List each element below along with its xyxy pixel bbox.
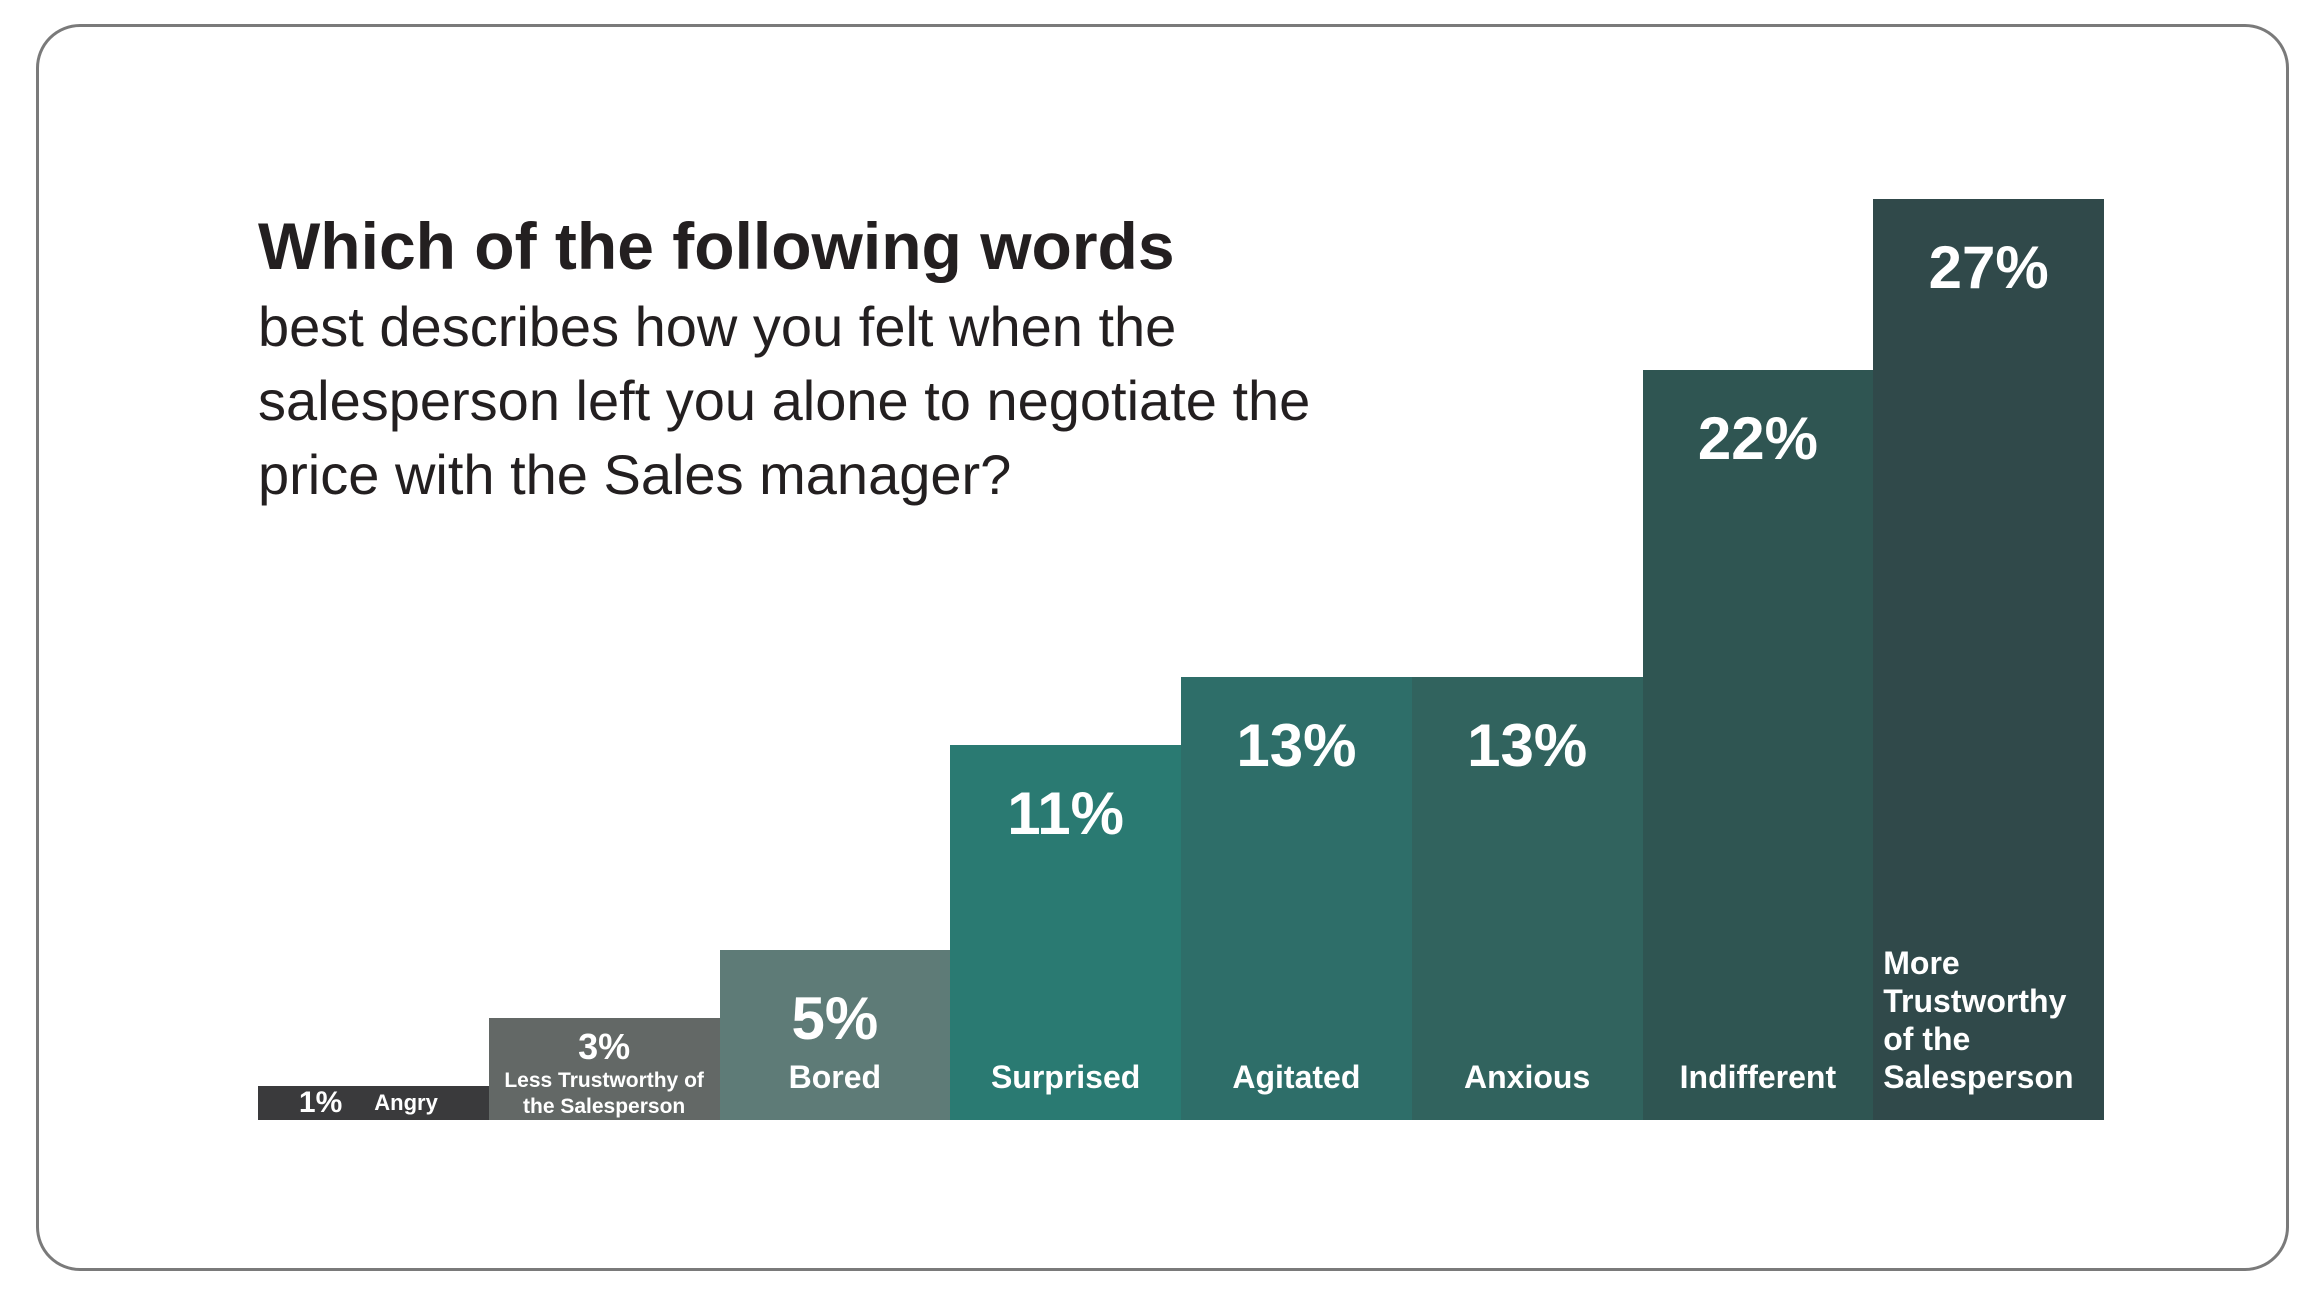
category-label: Less Trustworthy of the Salesperson: [504, 1068, 704, 1118]
bar: 27% More Trustworthy of the Salesperson: [1873, 199, 2104, 1120]
category-label: Anxious: [1464, 1058, 1591, 1095]
category-label: Surprised: [990, 1058, 1141, 1095]
bar: 5% Bored: [719, 949, 951, 1120]
bar: 13% Agitated: [1181, 676, 1412, 1120]
value-label: 22%: [1697, 404, 1818, 472]
value-label: 1%: [298, 1085, 343, 1119]
value-label: 13%: [1236, 711, 1357, 779]
category-label: Bored: [788, 1059, 882, 1095]
bar: 13% Anxious: [1411, 676, 1643, 1120]
bar: 11% Surprised: [950, 744, 1181, 1120]
card: [36, 24, 2289, 1271]
value-label: 11%: [1007, 779, 1125, 847]
category-label: Indifferent: [1679, 1058, 1837, 1095]
value-label: 3%: [578, 1025, 631, 1067]
bar: 22% Indifferent: [1642, 369, 1874, 1120]
value-label: 13%: [1467, 711, 1588, 779]
bar: 3% Less Trustworthy of the Salesperson: [488, 1017, 720, 1120]
chart-title: Which of the following words: [258, 209, 1175, 283]
bar: 1% Angry: [258, 1085, 489, 1120]
category-label: More Trustworthy of the Salesperson: [1883, 944, 2074, 1095]
category-label: Agitated: [1232, 1058, 1361, 1095]
value-label: 5%: [791, 984, 879, 1052]
chart-subtitle: best describes how you felt when the sal…: [258, 295, 1311, 506]
category-label: Angry: [374, 1089, 438, 1115]
value-label: 27%: [1928, 234, 2049, 302]
